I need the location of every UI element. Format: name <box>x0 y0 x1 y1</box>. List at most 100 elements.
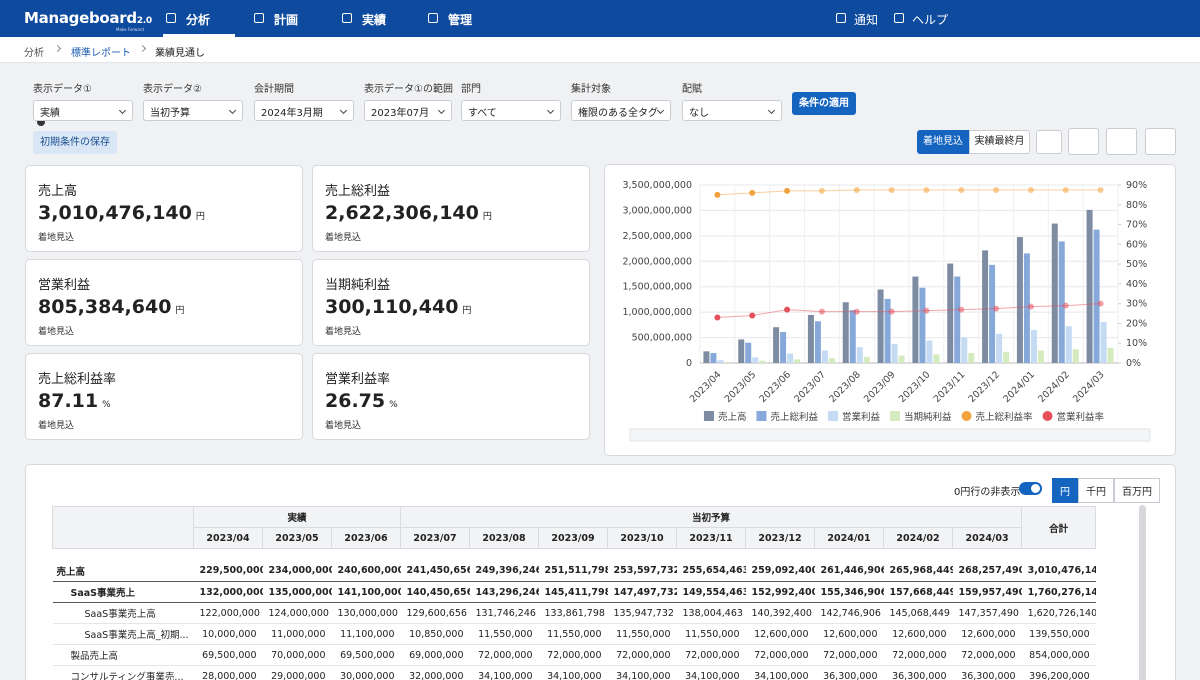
kpi-title: 営業利益率 <box>325 368 390 387</box>
legend-marker <box>890 411 900 421</box>
legend-label: 売上高 <box>718 411 747 423</box>
export-button[interactable] <box>1068 128 1099 155</box>
logo[interactable]: Manageboard2.0 <box>24 9 152 27</box>
bar <box>822 351 828 363</box>
row-label: SaaS事業売上高_初期... <box>53 624 194 645</box>
cell: 72,000,000 <box>884 645 953 666</box>
line-point <box>889 309 895 315</box>
breadcrumb-item[interactable]: 分析 <box>24 44 44 59</box>
cell: 132,000,000 <box>194 582 263 603</box>
filter: 部門すべて <box>461 80 561 121</box>
cell: 135,000,000 <box>263 582 332 603</box>
cell: 234,000,000 <box>263 561 332 582</box>
filter-select[interactable]: なし <box>682 100 782 121</box>
cell: 72,000,000 <box>470 645 539 666</box>
save-button[interactable]: 初期条件の保存 <box>33 131 117 154</box>
x-tick-label: 2023/07 <box>792 369 828 405</box>
data-row: SaaS事業売上132,000,000135,000,000141,100,00… <box>53 582 1096 603</box>
bar <box>857 347 863 363</box>
kpi-note: 着地見込 <box>38 324 74 337</box>
unit-button[interactable]: 百万円 <box>1114 478 1160 503</box>
line-point <box>1098 187 1104 193</box>
filter: 会計期間2024年3月期 <box>254 80 354 121</box>
x-tick-label: 2023/08 <box>827 369 863 405</box>
chart: 0500,000,0001,000,000,0001,500,000,0002,… <box>605 165 1175 455</box>
bar <box>864 357 870 363</box>
cell: 36,300,000 <box>884 666 953 680</box>
cell: 34,100,000 <box>608 666 677 680</box>
cell: 34,100,000 <box>677 666 746 680</box>
month-header: 2023/08 <box>470 528 539 549</box>
cell: 28,000,000 <box>194 666 263 680</box>
filter-select[interactable]: 権限のある全タグ <box>571 100 671 121</box>
bar <box>899 356 905 363</box>
filter-select[interactable]: 2023年07月 <box>364 100 452 121</box>
apply-button[interactable]: 条件の適用 <box>792 92 856 115</box>
table-body: 売上高229,500,000234,000,000240,600,000241,… <box>53 549 1096 680</box>
filter-select[interactable]: 当初予算 <box>143 100 243 121</box>
landing-button[interactable]: 着地見込 <box>917 130 969 154</box>
legend: 売上高売上総利益営業利益当期純利益売上総利益率営業利益率 <box>704 411 1104 423</box>
cell: 143,296,246 <box>470 582 539 603</box>
cell: 30,000,000 <box>332 666 401 680</box>
bar <box>947 264 953 363</box>
bar <box>892 344 898 363</box>
filter-select[interactable]: 2024年3月期 <box>254 100 354 121</box>
breadcrumb-item[interactable]: 標準レポート <box>71 44 131 59</box>
bar <box>1066 326 1072 363</box>
nav-icon <box>342 13 352 23</box>
cell: 72,000,000 <box>608 645 677 666</box>
cell: 1,620,726,140 <box>1022 603 1096 624</box>
nav-item[interactable]: 通知 <box>854 11 878 28</box>
month-header: 2024/03 <box>953 528 1022 549</box>
kpi-card: 売上総利益率87.11%着地見込 <box>25 353 303 440</box>
bar <box>996 334 1002 363</box>
bar <box>780 332 786 363</box>
nav-item[interactable]: 分析 <box>186 11 210 28</box>
line-point <box>923 187 929 193</box>
scrollbar[interactable] <box>1139 505 1146 680</box>
month-header: 2023/10 <box>608 528 677 549</box>
kpi-title: 売上総利益 <box>325 180 390 199</box>
unit-button[interactable]: 円 <box>1052 478 1078 503</box>
kpi-note: 着地見込 <box>325 230 361 243</box>
bar <box>982 250 988 363</box>
line-point <box>1028 187 1034 193</box>
month-header: 2023/06 <box>332 528 401 549</box>
cell: 12,600,000 <box>815 624 884 645</box>
last-month-button[interactable]: 実績最終月 <box>969 130 1030 154</box>
zero-row-toggle[interactable] <box>1019 482 1042 495</box>
cell: 268,257,490 <box>953 561 1022 582</box>
cell: 149,554,463 <box>677 582 746 603</box>
bar <box>738 339 744 363</box>
settings-button[interactable] <box>1145 128 1176 155</box>
cell: 251,511,798 <box>539 561 608 582</box>
line-point <box>819 188 825 194</box>
y-tick-label: 2,500,000,000 <box>622 231 692 242</box>
legend-marker <box>756 411 766 421</box>
unit-button[interactable]: 千円 <box>1078 478 1114 503</box>
y2-tick-label: 90% <box>1126 180 1147 191</box>
cell: 140,392,400 <box>746 603 815 624</box>
filter-select[interactable]: すべて <box>461 100 561 121</box>
nav-item[interactable]: 管理 <box>448 11 472 28</box>
cell: 157,668,449 <box>884 582 953 603</box>
collapse-button[interactable] <box>1036 130 1062 154</box>
cell: 34,100,000 <box>470 666 539 680</box>
cell: 11,550,000 <box>608 624 677 645</box>
y2-tick-label: 0% <box>1126 358 1141 369</box>
kpi-note: 着地見込 <box>38 230 74 243</box>
line-point <box>1098 301 1104 307</box>
bar <box>878 289 884 363</box>
bar <box>1094 230 1100 363</box>
bar <box>968 353 974 363</box>
legend-marker <box>1043 411 1053 421</box>
cell: 145,411,798 <box>539 582 608 603</box>
x-tick-label: 2023/06 <box>758 369 794 405</box>
comment-button[interactable] <box>1106 128 1137 155</box>
filter-select[interactable]: 実績 <box>33 100 133 121</box>
nav-item[interactable]: 計画 <box>274 11 298 28</box>
nav-item[interactable]: 実績 <box>362 11 386 28</box>
nav-item[interactable]: ヘルプ <box>912 11 948 28</box>
